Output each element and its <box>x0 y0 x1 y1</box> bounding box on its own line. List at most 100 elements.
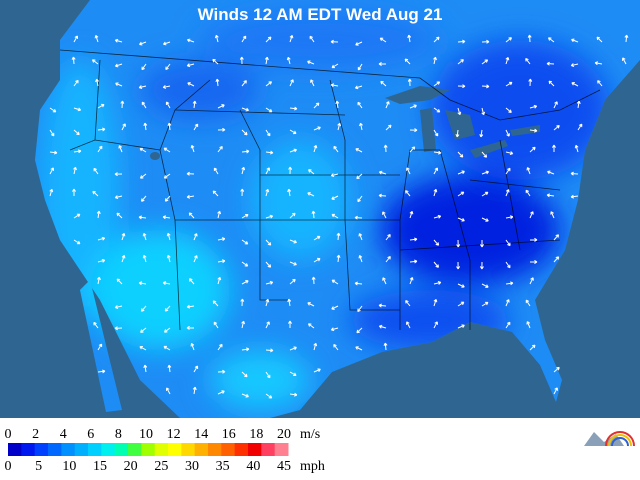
scale-label: 16 <box>222 427 236 442</box>
scale-label: 15 <box>93 459 107 474</box>
color-swatch <box>154 443 169 456</box>
wind-arrow <box>331 63 339 69</box>
wind-arrow <box>215 78 220 87</box>
wind-arrow <box>241 280 249 285</box>
wind-arrow <box>457 59 464 65</box>
wind-arrow <box>378 62 387 66</box>
wind-arrow <box>49 150 58 155</box>
wind-arrows <box>49 34 629 399</box>
wind-arrow <box>308 169 315 175</box>
wind-arrow <box>356 173 363 180</box>
wind-arrow <box>190 144 195 153</box>
color-swatch <box>74 443 89 456</box>
wind-arrow <box>193 365 199 373</box>
wind-arrow <box>547 37 555 43</box>
wind-arrow <box>378 324 387 329</box>
wind-arrow <box>167 122 172 131</box>
wind-arrow <box>217 343 223 351</box>
wind-arrow <box>73 213 81 219</box>
color-swatch <box>128 443 142 456</box>
wind-arrow <box>217 104 225 109</box>
wind-arrow <box>457 84 466 89</box>
color-swatch <box>221 443 236 456</box>
wind-arrow <box>73 79 79 87</box>
wind-arrow <box>335 100 340 109</box>
wind-arrow <box>505 151 514 156</box>
wind-arrow <box>313 126 321 131</box>
scale-label: 8 <box>115 427 122 442</box>
wind-arrow <box>163 173 171 179</box>
wind-arrow <box>121 255 126 263</box>
wind-arrow <box>97 145 103 153</box>
wind-arrow <box>167 364 172 373</box>
wind-arrow <box>379 37 387 43</box>
color-swatch <box>34 443 49 456</box>
wind-arrow <box>505 107 512 113</box>
wind-arrow <box>289 261 297 266</box>
wind-arrow <box>141 101 147 109</box>
wind-arrow <box>162 85 171 89</box>
wind-arrow <box>241 371 248 378</box>
wind-arrow <box>529 237 538 242</box>
wind-arrow <box>192 386 197 395</box>
wind-arrow <box>311 276 316 285</box>
wind-arrow <box>213 167 219 175</box>
wind-arrow <box>553 124 560 131</box>
wind-arrow <box>456 261 461 270</box>
wind-arrow <box>265 167 270 175</box>
wind-arrow <box>356 327 363 334</box>
wind-arrow <box>240 188 245 197</box>
land <box>0 0 640 418</box>
wind-arrow <box>116 212 123 219</box>
wind-arrow <box>505 239 511 247</box>
wind-arrow <box>481 59 489 65</box>
wind-arrow <box>162 281 171 286</box>
wind-arrow <box>433 188 438 197</box>
wind-arrow <box>525 299 531 307</box>
color-swatch <box>114 443 129 456</box>
wind-arrow <box>481 84 490 89</box>
wind-arrow <box>97 127 106 132</box>
wind-arrow <box>333 343 339 351</box>
wind-arrow <box>382 277 387 285</box>
wind-arrow <box>409 128 418 133</box>
wind-arrow <box>505 215 514 220</box>
wind-arrow <box>433 214 442 219</box>
wind-arrow <box>241 239 249 245</box>
unit-label: mph <box>300 459 325 474</box>
wind-arrow <box>289 278 296 285</box>
wind-arrow <box>114 195 123 200</box>
wind-arrow <box>164 305 171 312</box>
wind-arrow <box>217 390 225 395</box>
wind-arrow <box>307 192 315 197</box>
wind-arrow <box>165 63 171 71</box>
wind-arrow <box>288 166 293 175</box>
wind-arrow <box>433 107 441 113</box>
wind-arrow <box>265 298 270 307</box>
wind-arrow <box>551 144 556 153</box>
wind-arrow <box>404 58 411 65</box>
wind-arrow <box>165 101 171 109</box>
wind-arrow <box>505 261 511 269</box>
wind-arrow <box>526 321 531 329</box>
wind-arrow <box>457 324 465 329</box>
scale-label: 10 <box>139 427 153 442</box>
wind-arrow <box>241 149 250 154</box>
scale-label: 18 <box>249 427 263 442</box>
wind-arrow <box>596 36 603 43</box>
wind-arrow <box>241 35 247 43</box>
wind-arrow <box>313 235 321 241</box>
wind-arrow <box>94 34 99 43</box>
wind-arrow <box>357 101 363 109</box>
wind-arrow <box>190 343 195 351</box>
color-swatch <box>208 443 222 456</box>
wind-arrow <box>331 213 339 219</box>
wind-arrow <box>310 79 315 87</box>
wind-arrow <box>97 258 106 263</box>
wind-arrow <box>359 122 363 131</box>
unit-label: m/s <box>300 427 320 442</box>
scale-label: 25 <box>154 459 168 474</box>
wind-arrow <box>140 327 147 333</box>
wind-arrow <box>186 171 195 176</box>
